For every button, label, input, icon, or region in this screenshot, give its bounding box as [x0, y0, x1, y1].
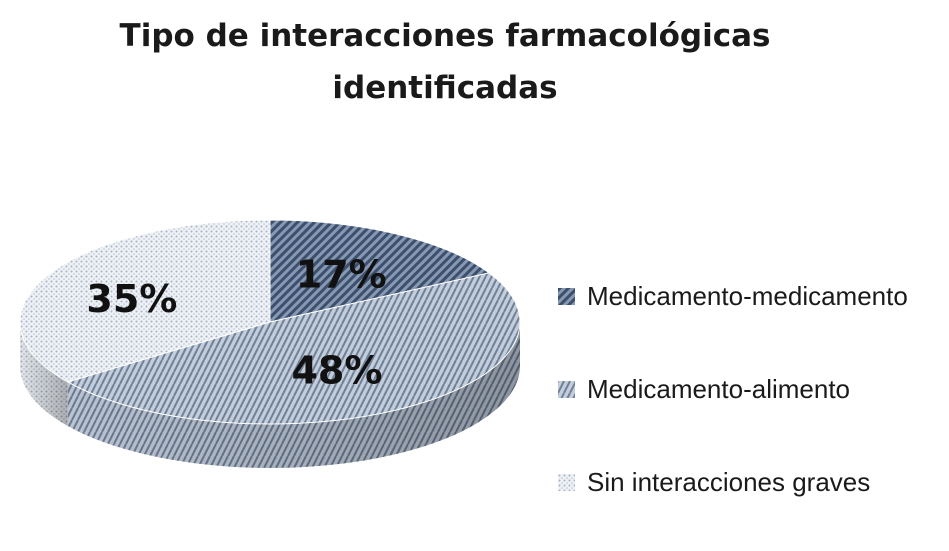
legend-swatch-medicamento-medicamento [558, 287, 575, 305]
pie-side-shade-medicamento-alimento [67, 322, 520, 469]
pie-data-label-sin-interacciones-graves: 35% [86, 277, 177, 321]
chart-title-line-1: Tipo de interacciones farmacológicas [119, 18, 771, 54]
pie-slice-sin-interacciones-graves [19, 219, 271, 383]
pie-data-label-medicamento-alimento: 48% [291, 348, 382, 392]
legend-swatch-sin-interacciones-graves [558, 473, 575, 491]
chart-title: Tipo de interacciones farmacológicas ide… [90, 10, 800, 114]
legend: Medicamento-medicamento Medicamento-alime… [558, 272, 949, 551]
legend-swatch-medicamento-alimento [558, 380, 575, 398]
legend-item-medicamento-alimento: Medicamento-alimento [558, 365, 949, 413]
legend-item-medicamento-medicamento: Medicamento-medicamento [558, 272, 949, 320]
legend-label: Sin interacciones graves [587, 466, 871, 497]
pie-data-label-medicamento-medicamento: 17% [296, 253, 387, 297]
pie-slices [19, 219, 521, 425]
pie-slice-medicamento-alimento [66, 272, 521, 425]
chart-title-line-2: identificadas [332, 70, 558, 106]
legend-item-sin-interacciones-graves: Sin interacciones graves [558, 458, 949, 506]
pie-labels: 17% 48% 35% [86, 253, 386, 393]
pie-slice-medicamento-medicamento [269, 219, 491, 323]
pie-sides [20, 322, 520, 469]
pie-chart: 17% 48% 35% [19, 219, 521, 469]
pie-side-shade-sin-interacciones-graves [20, 322, 68, 426]
legend-label: Medicamento-medicamento [587, 280, 908, 311]
legend-label: Medicamento-alimento [587, 373, 851, 404]
